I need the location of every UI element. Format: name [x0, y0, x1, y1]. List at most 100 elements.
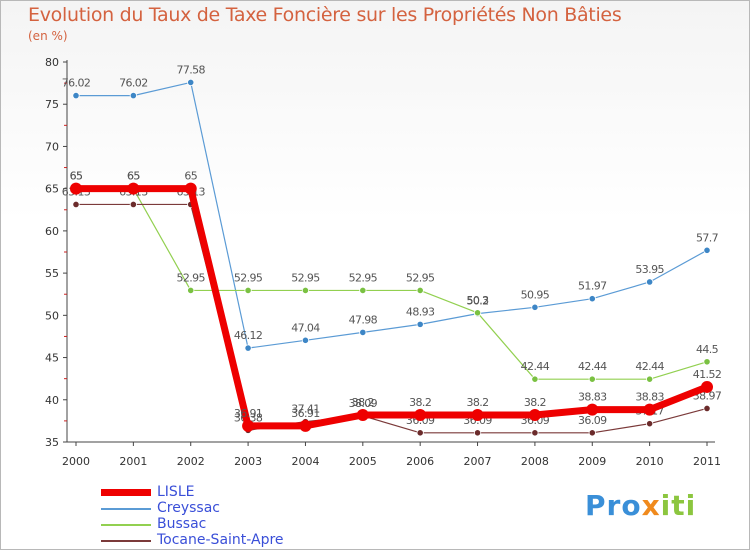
- series-point-tocane-saint-apre-2008: [531, 429, 539, 437]
- data-label-bussac-2011: 44.5: [696, 343, 719, 356]
- series-point-lisle-2003: [242, 419, 255, 432]
- series-point-bussac-2005: [359, 286, 367, 295]
- series-point-creyssac-2005: [359, 328, 367, 336]
- data-label-creyssac-2006: 48.93: [406, 305, 435, 318]
- x-tick-label-2010: 2010: [636, 455, 664, 468]
- series-point-bussac-2006: [416, 286, 424, 295]
- series-point-lisle-2011: [701, 380, 713, 393]
- data-label-lisle-2002: 65: [184, 170, 197, 183]
- y-tick-label-40: 40: [45, 394, 59, 407]
- series-line-lisle: [72, 185, 711, 430]
- data-label-bussac-2006: 52.95: [406, 271, 435, 284]
- data-label-creyssac-2008: 50.95: [521, 288, 550, 301]
- data-label-bussac-2010: 42.44: [635, 360, 664, 373]
- data-label-bussac-2003: 52.95: [234, 271, 263, 284]
- series-point-tocane-saint-apre-2011: [703, 404, 711, 413]
- series-line-creyssac: [75, 81, 708, 349]
- data-label-creyssac-2001: 76.02: [119, 77, 148, 90]
- series-point-bussac-2008: [531, 375, 539, 383]
- data-label-lisle-2007: 38.2: [466, 396, 488, 409]
- y-tick-label-80: 80: [45, 56, 59, 69]
- series-point-bussac-2002: [187, 286, 195, 295]
- y-tick-label-45: 45: [45, 352, 59, 365]
- brand-part-3: iti: [660, 489, 697, 522]
- legend-item-bussac: Bussac: [101, 516, 361, 533]
- data-label-lisle-2009: 38.83: [578, 391, 607, 404]
- series-point-lisle-2004: [299, 419, 312, 432]
- data-label-bussac-2001: 65: [127, 170, 140, 183]
- data-label-creyssac-2005: 47.98: [349, 313, 378, 326]
- series-point-lisle-2006: [414, 408, 427, 421]
- series-point-lisle-2001: [127, 182, 140, 195]
- data-label-lisle-2001: 65: [127, 170, 140, 183]
- y-tick-label-35: 35: [45, 436, 59, 449]
- legend: LISLE Creyssac Bussac Tocane-Saint-Apre: [101, 484, 361, 549]
- legend-item-lisle: LISLE: [101, 484, 361, 501]
- data-label-bussac-2008: 42.44: [521, 360, 550, 373]
- data-label-lisle-2004: 36.91: [291, 407, 320, 420]
- series-point-creyssac-2006: [416, 320, 424, 328]
- legend-item-creyssac: Creyssac: [101, 500, 361, 517]
- series-point-creyssac-2001: [129, 92, 137, 100]
- data-label-creyssac-2011: 57.7: [696, 231, 719, 244]
- data-label-bussac-2000: 65: [70, 170, 83, 183]
- series-point-bussac-2004: [301, 286, 310, 295]
- series-point-tocane-saint-apre-2001: [129, 200, 137, 209]
- series-point-bussac-2009: [588, 375, 596, 383]
- series-point-lisle-2008: [528, 408, 541, 421]
- legend-swatch-lisle: [101, 489, 151, 496]
- x-tick-label-2004: 2004: [291, 455, 319, 468]
- legend-swatch-creyssac: [101, 508, 151, 510]
- series-point-creyssac-2003: [244, 344, 252, 352]
- x-tick-label-2003: 2003: [234, 455, 262, 468]
- legend-item-tocane: Tocane-Saint-Apre: [101, 532, 361, 549]
- y-tick-label-50: 50: [45, 309, 59, 322]
- data-label-lisle-2003: 36.91: [234, 407, 263, 420]
- data-label-creyssac-2004: 47.04: [291, 321, 320, 334]
- data-label-bussac-2004: 52.95: [291, 271, 320, 284]
- x-tick-label-2008: 2008: [521, 455, 549, 468]
- proxiti-logo: Proxiti: [585, 489, 696, 522]
- data-label-bussac-2007: 50.3: [466, 294, 489, 307]
- data-label-tocane-saint-apre-2004: 37.41: [291, 403, 320, 416]
- data-label-bussac-2005: 52.95: [349, 271, 378, 284]
- series-line-bussac: [75, 188, 708, 380]
- data-label-bussac-2002: 52.95: [176, 271, 205, 284]
- data-label-creyssac-2007: 50.2: [466, 295, 488, 308]
- series-point-tocane-saint-apre-2010: [646, 420, 654, 428]
- legend-label-bussac: Bussac: [157, 516, 207, 532]
- series-point-creyssac-2010: [646, 278, 654, 286]
- data-label-creyssac-2003: 46.12: [234, 329, 263, 342]
- data-label-creyssac-2009: 51.97: [578, 280, 607, 293]
- x-tick-label-2000: 2000: [62, 455, 90, 468]
- series-point-creyssac-2009: [588, 295, 596, 303]
- series-point-creyssac-2004: [301, 336, 310, 344]
- data-label-lisle-2005: 38.2: [352, 396, 374, 409]
- data-label-lisle-2008: 38.2: [524, 396, 546, 409]
- series-point-lisle-2002: [184, 182, 197, 195]
- data-label-creyssac-2002: 77.58: [176, 63, 205, 76]
- data-label-creyssac-2000: 76.02: [62, 77, 91, 90]
- legend-label-lisle: LISLE: [157, 484, 195, 500]
- x-tick-label-2007: 2007: [464, 455, 492, 468]
- series-point-creyssac-2002: [187, 78, 195, 87]
- series-point-lisle-2009: [586, 403, 599, 416]
- series-point-lisle-2010: [643, 403, 656, 416]
- series-point-bussac-2011: [703, 358, 711, 366]
- data-label-creyssac-2010: 53.95: [635, 263, 664, 276]
- series-point-lisle-2007: [471, 408, 484, 421]
- series-line-tocane-saint-apre: [75, 203, 708, 434]
- series-point-bussac-2003: [244, 286, 252, 295]
- chart-subtitle: (en %): [28, 29, 68, 43]
- data-label-tocane-saint-apre-2005: 38.09: [349, 397, 378, 410]
- data-label-lisle-2000: 65: [70, 170, 83, 183]
- data-label-lisle-2006: 38.2: [409, 396, 431, 409]
- legend-swatch-bussac: [101, 524, 151, 526]
- series-point-bussac-2007: [473, 309, 482, 317]
- brand-part-1: Pro: [585, 489, 642, 522]
- x-tick-label-2009: 2009: [578, 455, 606, 468]
- x-tick-label-2001: 2001: [119, 455, 147, 468]
- y-tick-label-60: 60: [45, 225, 59, 238]
- legend-swatch-tocane: [101, 540, 151, 542]
